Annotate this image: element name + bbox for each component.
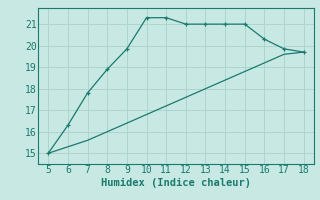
X-axis label: Humidex (Indice chaleur): Humidex (Indice chaleur) [101, 178, 251, 188]
